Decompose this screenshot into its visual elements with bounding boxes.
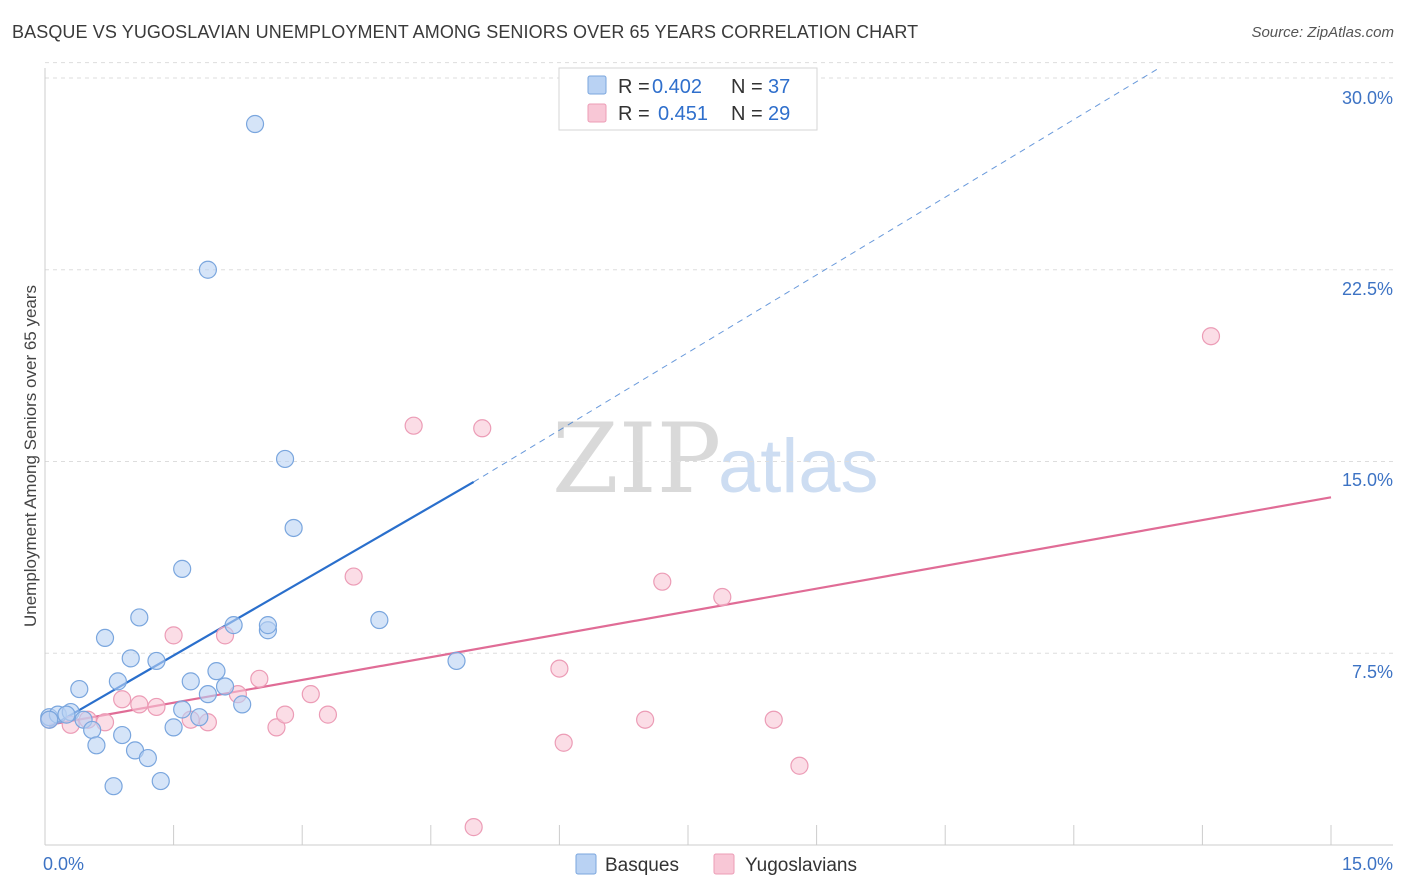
legend-r-label-yugoslavians: R = xyxy=(618,103,650,125)
point-yugoslavians-27 xyxy=(790,756,809,775)
point-basques-9 xyxy=(108,672,127,691)
point-basques-13 xyxy=(130,608,149,627)
x-tick-labels: 0.0% 15.0% xyxy=(43,854,1393,874)
point-yugoslavians-20 xyxy=(473,419,492,438)
x-tick-label-max: 15.0% xyxy=(1342,854,1393,874)
point-basques-26 xyxy=(224,616,243,635)
point-basques-7 xyxy=(95,628,115,648)
point-yugoslavians-22 xyxy=(554,733,573,752)
point-yugoslavians-19 xyxy=(464,818,483,837)
point-basques-8 xyxy=(104,777,123,796)
point-basques-19 xyxy=(173,559,192,578)
point-yugoslavians-4 xyxy=(113,690,132,709)
point-yugoslavians-24 xyxy=(653,572,672,591)
point-yugoslavians-18 xyxy=(404,416,423,435)
y-axis-label: Unemployment Among Seniors over 65 years xyxy=(21,285,40,627)
trend-line-basques xyxy=(48,481,475,729)
series-legend-label-yugoslavians: Yugoslavians xyxy=(745,855,857,876)
legend-n-value-yugoslavians: 29 xyxy=(768,103,790,125)
source-label: Source: ZipAtlas.com xyxy=(1251,24,1394,41)
point-basques-20 xyxy=(181,672,200,691)
watermark: ZIP atlas xyxy=(552,403,879,515)
watermark-atlas: atlas xyxy=(718,424,879,509)
point-basques-25 xyxy=(215,677,235,696)
legend-n-label-yugoslavians: N = xyxy=(731,103,763,125)
correlation-legend: R = 0.402 N = 37 R = 0.451 N = 29 xyxy=(558,67,818,131)
point-yugoslavians-16 xyxy=(318,705,338,724)
series-legend-label-basques: Basques xyxy=(605,855,679,876)
series-legend-swatch-basques xyxy=(575,853,597,875)
point-yugoslavians-28 xyxy=(1201,327,1221,346)
point-basques-27 xyxy=(233,695,252,714)
point-basques-6 xyxy=(87,736,106,755)
point-yugoslavians-15 xyxy=(301,685,320,704)
legend-swatch-yugoslavians xyxy=(587,103,607,123)
point-basques-28 xyxy=(245,114,265,134)
y-tick-label-0: 7.5% xyxy=(1352,662,1393,682)
legend-r-value-basques: 0.402 xyxy=(652,76,702,98)
point-basques-21 xyxy=(190,708,209,727)
point-basques-17 xyxy=(164,718,183,737)
y-tick-label-2: 22.5% xyxy=(1342,279,1393,299)
x-tick-label-min: 0.0% xyxy=(43,854,84,874)
legend-n-value-basques: 37 xyxy=(768,76,790,98)
grid-lines xyxy=(45,62,1393,654)
y-tick-labels: 7.5% 15.0% 22.5% 30.0% xyxy=(1342,88,1393,682)
point-basques-30 xyxy=(258,616,278,635)
point-yugoslavians-5 xyxy=(130,695,149,714)
point-yugoslavians-25 xyxy=(713,587,732,607)
point-basques-5 xyxy=(83,720,102,740)
point-basques-35 xyxy=(57,705,76,724)
point-yugoslavians-6 xyxy=(147,697,166,717)
point-yugoslavians-12 xyxy=(250,669,269,688)
point-basques-14 xyxy=(138,748,157,768)
legend-swatch-basques xyxy=(587,75,607,95)
legend-r-label-basques: R = xyxy=(618,76,650,98)
point-basques-33 xyxy=(370,610,389,630)
trend-line-basques-extension xyxy=(473,67,1160,483)
chart-title: BASQUE VS YUGOSLAVIAN UNEMPLOYMENT AMONG… xyxy=(12,22,919,42)
point-basques-11 xyxy=(121,649,140,668)
point-basques-18 xyxy=(173,700,192,719)
point-basques-16 xyxy=(151,771,170,791)
point-yugoslavians-17 xyxy=(344,567,363,586)
point-basques-10 xyxy=(113,725,132,745)
point-yugoslavians-21 xyxy=(550,659,569,678)
point-basques-31 xyxy=(275,449,295,469)
point-basques-23 xyxy=(198,260,217,279)
point-basques-34 xyxy=(447,651,466,671)
point-basques-32 xyxy=(284,518,303,538)
point-yugoslavians-7 xyxy=(164,626,183,645)
legend-n-label-basques: N = xyxy=(731,76,763,98)
point-yugoslavians-13 xyxy=(267,718,286,737)
point-basques-22 xyxy=(198,685,217,704)
point-yugoslavians-14 xyxy=(275,705,295,724)
point-basques-3 xyxy=(70,679,89,699)
watermark-zip: ZIP xyxy=(552,403,721,515)
point-basques-24 xyxy=(207,662,226,681)
point-basques-36 xyxy=(40,710,59,729)
series-legend: Basques Yugoslavians xyxy=(575,853,857,876)
legend-r-value-yugoslavians: 0.451 xyxy=(658,103,708,125)
y-tick-label-3: 30.0% xyxy=(1342,88,1393,108)
point-basques-15 xyxy=(147,651,166,671)
point-yugoslavians-26 xyxy=(764,710,783,729)
point-yugoslavians-23 xyxy=(636,710,655,729)
series-legend-swatch-yugoslavians xyxy=(713,853,735,875)
y-tick-label-1: 15.0% xyxy=(1342,470,1393,490)
data-points xyxy=(40,114,1221,837)
